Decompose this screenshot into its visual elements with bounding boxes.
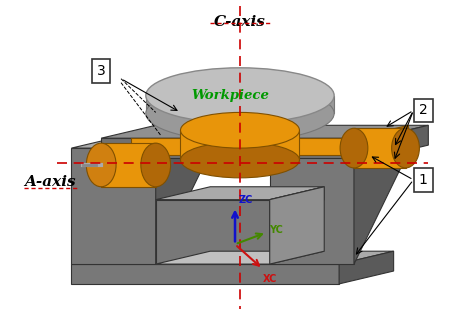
Polygon shape	[181, 130, 300, 160]
Polygon shape	[354, 128, 406, 168]
Polygon shape	[131, 138, 354, 155]
Text: Workpiece: Workpiece	[191, 89, 269, 102]
Polygon shape	[156, 251, 324, 264]
Polygon shape	[72, 148, 156, 264]
Polygon shape	[156, 200, 270, 264]
Polygon shape	[101, 138, 374, 158]
Text: XC: XC	[263, 274, 277, 284]
Polygon shape	[156, 135, 210, 264]
Polygon shape	[72, 135, 210, 148]
Polygon shape	[270, 135, 409, 148]
Ellipse shape	[392, 128, 419, 168]
Ellipse shape	[146, 68, 334, 123]
Polygon shape	[146, 96, 334, 114]
Polygon shape	[72, 251, 393, 264]
Polygon shape	[270, 187, 324, 264]
Ellipse shape	[141, 143, 171, 187]
Polygon shape	[374, 125, 428, 158]
Polygon shape	[339, 251, 393, 284]
Text: 2: 2	[419, 103, 428, 117]
Text: YC: YC	[269, 226, 283, 235]
Ellipse shape	[181, 142, 300, 178]
Polygon shape	[156, 187, 324, 200]
Polygon shape	[101, 143, 156, 187]
Ellipse shape	[86, 143, 116, 187]
Text: 3: 3	[97, 64, 106, 78]
Polygon shape	[101, 125, 428, 138]
Text: 1: 1	[419, 173, 428, 187]
Polygon shape	[270, 148, 354, 264]
Ellipse shape	[181, 112, 300, 148]
Polygon shape	[354, 125, 409, 155]
Ellipse shape	[340, 128, 368, 168]
Text: C-axis: C-axis	[214, 15, 266, 29]
Text: ZC: ZC	[239, 195, 254, 204]
Text: A-axis: A-axis	[24, 175, 75, 189]
Ellipse shape	[146, 85, 334, 141]
Polygon shape	[354, 135, 409, 264]
Polygon shape	[72, 264, 339, 284]
Polygon shape	[270, 187, 324, 264]
